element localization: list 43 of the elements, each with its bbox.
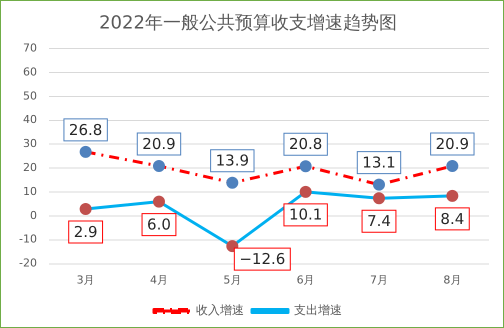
data-label: 13.9 bbox=[216, 152, 250, 170]
y-tick-label: 70 bbox=[22, 41, 37, 54]
point bbox=[372, 178, 385, 191]
point bbox=[226, 240, 238, 252]
point bbox=[152, 196, 165, 208]
legend-label: 支出增速 bbox=[294, 303, 342, 318]
y-tick-label: -20 bbox=[19, 256, 37, 270]
x-tick-label: 8月 bbox=[443, 273, 462, 286]
x-tick-label: 7月 bbox=[370, 273, 388, 286]
point bbox=[300, 160, 312, 172]
data-label: 2.9 bbox=[74, 222, 98, 241]
point bbox=[80, 203, 92, 216]
y-tick-label: 10 bbox=[22, 184, 37, 198]
x-tick-label: 3月 bbox=[76, 273, 95, 286]
y-tick-label: 30 bbox=[22, 137, 37, 150]
data-label: 20.8 bbox=[288, 135, 322, 154]
x-tick-label: 5月 bbox=[223, 273, 242, 286]
point bbox=[300, 186, 312, 198]
data-label: 8.4 bbox=[440, 210, 464, 228]
data-label: 26.8 bbox=[68, 120, 102, 139]
y-tick-label: 50 bbox=[22, 89, 37, 102]
y-tick-label: 40 bbox=[22, 113, 37, 126]
point bbox=[226, 176, 238, 189]
data-label: 20.9 bbox=[436, 134, 470, 153]
x-tick-label: 6月 bbox=[296, 273, 315, 286]
point bbox=[372, 192, 385, 204]
point bbox=[80, 146, 92, 158]
data-label: 13.1 bbox=[362, 154, 396, 172]
y-tick-label: 20 bbox=[22, 161, 37, 174]
y-tick-label: -10 bbox=[19, 232, 37, 246]
data-label: 20.9 bbox=[142, 134, 176, 153]
point bbox=[446, 190, 458, 202]
y-tick-label: 0 bbox=[30, 208, 37, 222]
point bbox=[152, 160, 165, 172]
data-label: 6.0 bbox=[147, 216, 171, 234]
data-label: −12.6 bbox=[239, 250, 286, 268]
data-label: 10.1 bbox=[288, 206, 322, 224]
y-tick-label: 60 bbox=[22, 65, 37, 78]
chart-title: 2022年一般公共预算收支增速趋势图 bbox=[99, 12, 397, 34]
point bbox=[446, 160, 458, 172]
data-label: 7.4 bbox=[367, 212, 391, 230]
legend-label: 收入增速 bbox=[196, 303, 244, 318]
x-tick-label: 4月 bbox=[150, 273, 168, 286]
